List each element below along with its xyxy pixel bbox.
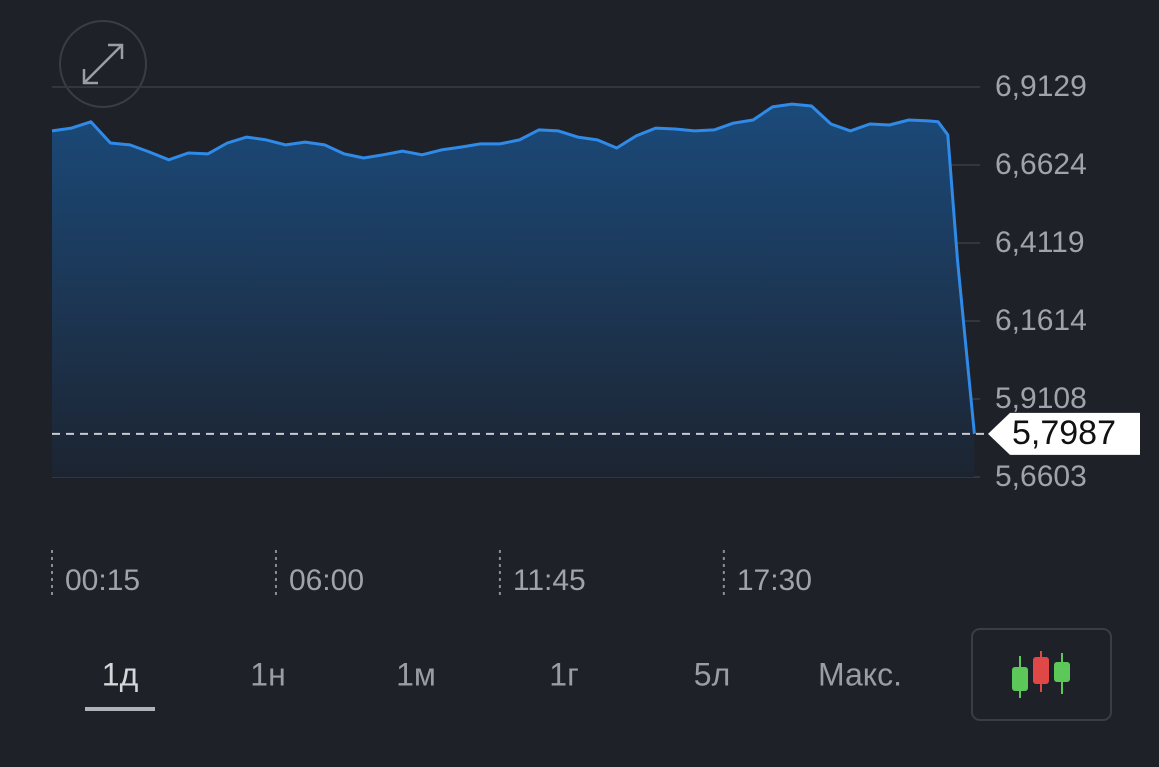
y-tick-label: 6,1614: [995, 304, 1087, 337]
y-tick-label: 5,6603: [995, 460, 1087, 493]
y-tick-label: 6,9129: [995, 70, 1087, 103]
candle-body: [1033, 657, 1049, 684]
tab-underline: [85, 707, 155, 711]
area-fill: [52, 104, 975, 477]
x-tick-label: 17:30: [737, 564, 812, 597]
tab[interactable]: 1д: [102, 656, 139, 692]
price-line: [51, 102, 976, 435]
tab-bar: 1д 1н 1м 1г 5л Макс.: [85, 656, 902, 711]
chart: 6,9129 6,6624 6,4119 6,1614 5,9108 5,6603 00:1…: [51, 70, 1140, 598]
x-tick-label: 11:45: [513, 564, 586, 597]
tab[interactable]: 1м: [396, 656, 436, 692]
expand-circle: [59, 20, 147, 108]
current-value-tag: [988, 412, 1140, 455]
tab[interactable]: 1г: [549, 656, 578, 692]
expand-icon: [82, 43, 124, 85]
x-tick-label: 00:15: [65, 564, 140, 597]
y-tick-label: 6,6624: [995, 148, 1087, 181]
expand-button[interactable]: [59, 20, 147, 108]
candle-body: [1012, 667, 1028, 691]
x-tick-label: 06:00: [289, 564, 364, 597]
tab[interactable]: 1н: [250, 656, 285, 692]
y-tick-label: 5,9108: [995, 382, 1087, 415]
candle-body: [1054, 662, 1070, 682]
current-value-label: 5,7987: [1012, 414, 1116, 452]
tab[interactable]: Макс.: [818, 656, 902, 692]
candle-button-frame: [971, 628, 1112, 721]
candle-button[interactable]: [971, 628, 1112, 721]
tab[interactable]: 5л: [694, 656, 730, 692]
y-tick-label: 6,4119: [995, 226, 1085, 259]
